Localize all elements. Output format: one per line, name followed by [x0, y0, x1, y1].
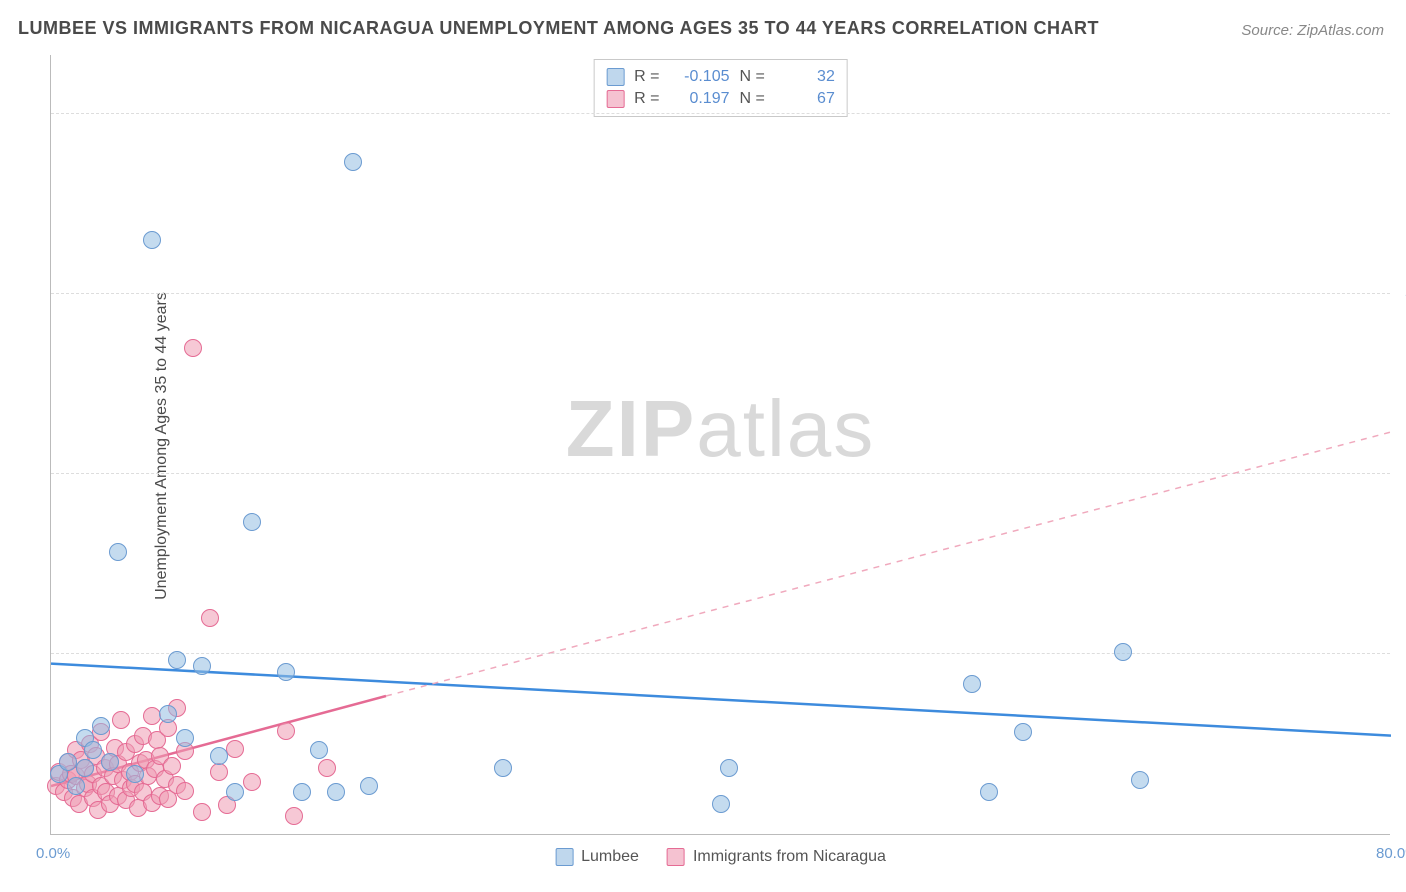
data-point: [210, 763, 228, 781]
grid-line: [51, 293, 1390, 294]
data-point: [1014, 723, 1032, 741]
legend-row-lumbee: R = -0.105 N = 32: [606, 66, 835, 88]
data-point: [285, 807, 303, 825]
swatch-pink-icon: [606, 90, 624, 108]
data-point: [92, 717, 110, 735]
data-point: [712, 795, 730, 813]
data-point: [67, 777, 85, 795]
data-point: [201, 609, 219, 627]
data-point: [176, 782, 194, 800]
data-point: [168, 651, 186, 669]
swatch-pink-icon: [667, 848, 685, 866]
data-point: [963, 675, 981, 693]
legend-item-lumbee: Lumbee: [555, 848, 639, 866]
data-point: [318, 759, 336, 777]
data-point: [310, 741, 328, 759]
data-point: [243, 513, 261, 531]
data-point: [112, 711, 130, 729]
data-point: [360, 777, 378, 795]
data-point: [109, 543, 127, 561]
chart-title: LUMBEE VS IMMIGRANTS FROM NICARAGUA UNEM…: [18, 18, 1099, 39]
data-point: [277, 663, 295, 681]
data-point: [59, 753, 77, 771]
chart-container: LUMBEE VS IMMIGRANTS FROM NICARAGUA UNEM…: [0, 0, 1406, 892]
data-point: [720, 759, 738, 777]
data-point: [226, 740, 244, 758]
data-point: [84, 741, 102, 759]
data-point: [226, 783, 244, 801]
data-point: [184, 339, 202, 357]
swatch-blue-icon: [555, 848, 573, 866]
data-point: [210, 747, 228, 765]
swatch-blue-icon: [606, 68, 624, 86]
data-point: [143, 231, 161, 249]
data-point: [494, 759, 512, 777]
data-point: [193, 803, 211, 821]
data-point: [143, 707, 161, 725]
grid-line: [51, 653, 1390, 654]
grid-line: [51, 473, 1390, 474]
x-tick-label: 80.0%: [1376, 845, 1406, 862]
data-point: [277, 722, 295, 740]
grid-line: [51, 113, 1390, 114]
data-point: [293, 783, 311, 801]
data-point: [344, 153, 362, 171]
legend-item-nicaragua: Immigrants from Nicaragua: [667, 848, 886, 866]
data-point: [1114, 643, 1132, 661]
data-point: [193, 657, 211, 675]
data-point: [176, 729, 194, 747]
correlation-legend: R = -0.105 N = 32 R = 0.197 N = 67: [593, 59, 848, 117]
data-point: [243, 773, 261, 791]
data-point: [1131, 771, 1149, 789]
chart-source: Source: ZipAtlas.com: [1241, 22, 1384, 39]
legend-row-nicaragua: R = 0.197 N = 67: [606, 88, 835, 110]
series-legend: Lumbee Immigrants from Nicaragua: [555, 848, 886, 866]
x-tick-label: 0.0%: [36, 845, 70, 862]
data-point: [101, 753, 119, 771]
source-link[interactable]: ZipAtlas.com: [1297, 22, 1384, 39]
watermark: ZIPatlas: [566, 383, 875, 475]
data-point: [126, 765, 144, 783]
data-point: [76, 759, 94, 777]
data-point: [980, 783, 998, 801]
data-point: [159, 705, 177, 723]
data-point: [327, 783, 345, 801]
data-point: [163, 757, 181, 775]
plot-area: ZIPatlas R = -0.105 N = 32 R = 0.197 N =…: [50, 55, 1390, 835]
